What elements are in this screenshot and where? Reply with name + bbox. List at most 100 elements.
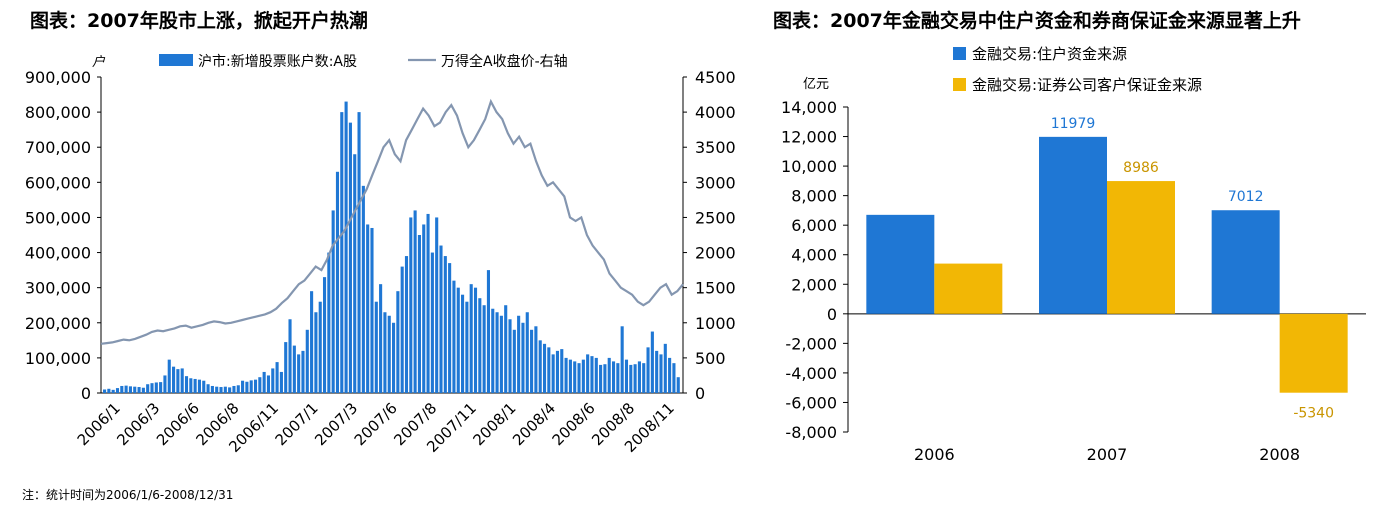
right-tick-label: 4500 xyxy=(695,68,736,87)
bar-new-accounts xyxy=(465,301,469,393)
line-wind-a-index xyxy=(100,98,684,345)
legend-label-household: 金融交易:住户资金来源 xyxy=(972,45,1127,63)
legend-bar-label: 沪市:新增股票账户数:A股 xyxy=(198,53,357,70)
bar-new-accounts xyxy=(512,329,516,393)
right-tick-label: 3500 xyxy=(695,138,736,157)
bar-new-accounts xyxy=(409,217,413,393)
bar-new-accounts xyxy=(219,387,223,393)
bar-new-accounts xyxy=(603,364,607,393)
left-tick-label: 0 xyxy=(81,384,91,403)
bar-new-accounts xyxy=(633,364,637,393)
y-tick-label: 4,000 xyxy=(791,246,837,265)
y-tick-label: 8,000 xyxy=(791,187,837,206)
bar-new-accounts xyxy=(611,361,616,393)
bar-new-accounts xyxy=(103,389,107,393)
bar-new-accounts xyxy=(452,280,456,393)
bar-new-accounts xyxy=(478,298,482,393)
bar-new-accounts xyxy=(154,382,158,393)
bar-new-accounts xyxy=(534,326,538,393)
bar-new-accounts xyxy=(396,291,400,393)
bar-new-accounts xyxy=(340,112,344,393)
data-label: 7012 xyxy=(1228,189,1264,205)
bar-new-accounts xyxy=(676,377,680,393)
left-axis-unit: 户 xyxy=(92,55,106,70)
bar-household xyxy=(866,214,935,314)
y-tick-label: 10,000 xyxy=(781,157,837,176)
bar-new-accounts xyxy=(228,387,232,393)
bar-new-accounts xyxy=(435,217,439,393)
bar-new-accounts xyxy=(305,329,309,393)
bar-new-accounts xyxy=(202,380,206,393)
legend-label-margin: 金融交易:证券公司客户保证金来源 xyxy=(972,76,1202,94)
bar-household xyxy=(1211,210,1280,314)
bar-new-accounts xyxy=(275,362,279,393)
bar-new-accounts xyxy=(301,350,305,393)
bar-new-accounts xyxy=(245,381,249,393)
bar-new-accounts xyxy=(258,377,262,393)
bar-new-accounts xyxy=(495,312,499,393)
bar-new-accounts xyxy=(586,354,590,393)
bar-new-accounts xyxy=(620,326,624,393)
bar-new-accounts xyxy=(530,329,534,393)
bar-new-accounts xyxy=(426,213,430,393)
bar-new-accounts xyxy=(577,363,581,393)
bar-new-accounts xyxy=(353,154,357,393)
bar-new-accounts xyxy=(439,245,443,393)
bar-new-accounts xyxy=(167,359,171,393)
right-tick-label: 1500 xyxy=(695,279,736,298)
bar-new-accounts xyxy=(482,305,486,393)
bar-new-accounts xyxy=(521,322,525,393)
bar-household xyxy=(1039,136,1107,314)
bar-new-accounts xyxy=(672,363,676,393)
bar-new-accounts xyxy=(184,376,189,393)
bar-new-accounts xyxy=(215,386,219,393)
bar-new-accounts xyxy=(331,210,335,393)
bar-new-accounts xyxy=(146,384,150,393)
bar-new-accounts xyxy=(327,252,331,393)
bar-new-accounts xyxy=(422,224,426,393)
bar-new-accounts xyxy=(279,371,283,393)
y-tick-label: 0 xyxy=(827,305,837,324)
bar-new-accounts xyxy=(607,357,611,393)
y-tick-label: 2,000 xyxy=(791,275,837,294)
bar-new-accounts xyxy=(517,315,521,393)
bar-new-accounts xyxy=(668,357,672,393)
left-tick-label: 600,000 xyxy=(25,173,91,192)
bar-new-accounts xyxy=(616,363,620,393)
bar-new-accounts xyxy=(322,277,327,393)
bar-new-accounts xyxy=(236,385,240,393)
bar-new-accounts xyxy=(310,291,314,393)
bar-new-accounts xyxy=(573,361,577,393)
bar-new-accounts xyxy=(624,359,629,393)
bar-new-accounts xyxy=(469,284,473,393)
bar-new-accounts xyxy=(284,342,288,393)
bar-new-accounts xyxy=(663,343,667,393)
bar-new-accounts xyxy=(288,319,292,393)
bar-margin xyxy=(1107,181,1175,314)
bar-new-accounts xyxy=(128,386,132,393)
bar-new-accounts xyxy=(159,382,163,393)
left-tick-label: 500,000 xyxy=(25,208,91,227)
bar-margin xyxy=(934,263,1003,314)
y-tick-label: -2,000 xyxy=(785,334,837,353)
bar-new-accounts xyxy=(413,210,417,393)
bar-new-accounts xyxy=(599,364,603,393)
left-chart: 0 100,000 200,000 300,000 400,000 500,000 600,… xyxy=(25,53,736,456)
bar-new-accounts xyxy=(508,319,512,393)
bar-new-accounts xyxy=(150,383,154,393)
bar-new-accounts xyxy=(348,122,352,394)
y-tick-label: -4,000 xyxy=(785,364,837,383)
bar-new-accounts xyxy=(189,378,193,393)
legend-swatch-household xyxy=(953,47,966,60)
y-tick-label: -6,000 xyxy=(785,393,837,412)
bar-new-accounts xyxy=(655,350,659,393)
bar-new-accounts xyxy=(486,270,491,393)
bar-new-accounts xyxy=(581,359,585,393)
bar-new-accounts xyxy=(120,385,124,393)
category-label: 2008 xyxy=(1259,445,1300,464)
bar-new-accounts xyxy=(292,345,296,393)
bar-new-accounts xyxy=(504,305,508,393)
data-label: -5340 xyxy=(1293,406,1334,422)
right-tick-label: 1000 xyxy=(695,314,736,333)
bar-new-accounts xyxy=(266,375,271,393)
